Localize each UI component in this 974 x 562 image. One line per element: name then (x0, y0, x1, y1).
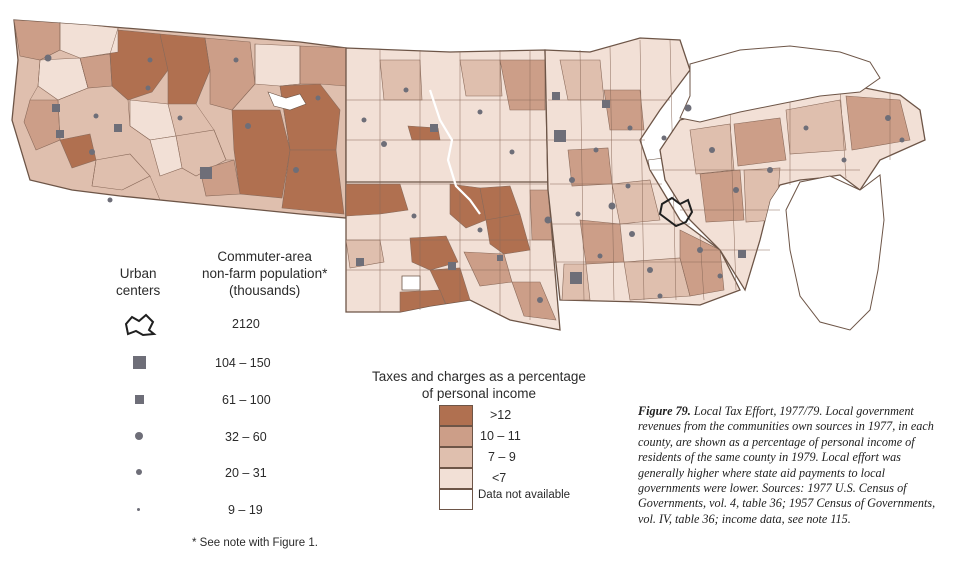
city-dot-marker (629, 231, 635, 237)
city-dot-marker (661, 135, 667, 141)
figure-number: Figure 79. (638, 404, 691, 418)
city-dot-marker (411, 213, 417, 219)
lake-superior (679, 45, 881, 123)
tax-key-7-9 (439, 447, 473, 468)
city-square-marker (497, 255, 503, 261)
legend-population-header: Commuter-area non-farm population* (thou… (202, 249, 328, 298)
city-dot-marker (575, 211, 581, 217)
legend-urban-header: Urban centers (116, 266, 161, 298)
city-dot-marker (627, 125, 633, 131)
city-dot-marker (233, 57, 239, 63)
city-dot-marker (717, 273, 723, 279)
city-square-marker (200, 167, 212, 179)
city-dot-marker (569, 177, 575, 183)
city-dot-marker (361, 117, 367, 123)
city-dot-marker (841, 157, 847, 163)
city-dot-marker (608, 202, 616, 210)
city-dot-marker (544, 216, 552, 224)
city-dot-marker (657, 293, 663, 299)
city-dot-marker (509, 149, 515, 155)
city-dot-marker (147, 57, 153, 63)
region-minnesota (544, 37, 741, 306)
legend-row-label-2120: 2120 (232, 317, 260, 331)
tax-key-label-not-available: Data not available (478, 489, 571, 501)
city-dot-marker (803, 125, 809, 131)
tax-key-label-10-11: 10 – 11 (480, 429, 521, 443)
city-dot-marker (477, 227, 483, 233)
legend-row-label-20-31: 20 – 31 (225, 466, 267, 480)
large-square-icon (133, 356, 146, 369)
legend-row-label-32-60: 32 – 60 (225, 430, 267, 444)
city-dot-marker (477, 109, 483, 115)
small-square-icon (135, 395, 144, 404)
legend-row-label-104-150: 104 – 150 (215, 356, 271, 370)
city-square-marker (430, 124, 438, 132)
city-dot-marker (733, 187, 739, 193)
city-dot-marker (597, 253, 603, 259)
city-dot-marker (315, 95, 321, 101)
city-square-marker (738, 250, 746, 258)
city-dot-marker (697, 247, 703, 253)
tax-key-label-under-7: <7 (492, 471, 507, 485)
city-dot-marker (381, 141, 387, 147)
city-square-marker (554, 130, 566, 142)
city-square-marker (552, 92, 560, 100)
tax-key-over-12 (439, 405, 473, 426)
city-dot-marker (885, 115, 891, 121)
region-upper-michigan-wisconsin (659, 84, 926, 292)
tax-key-under-7 (439, 468, 473, 489)
legend-row-label-61-100: 61 – 100 (222, 393, 271, 407)
city-dot-marker (593, 147, 599, 153)
small-dot-icon (137, 508, 140, 511)
city-square-marker (114, 124, 122, 132)
lake-michigan (785, 174, 885, 331)
city-square-marker (448, 262, 456, 270)
tax-key-10-11 (439, 426, 473, 447)
city-square-marker (602, 100, 610, 108)
tax-key-label-7-9: 7 – 9 (488, 450, 516, 464)
city-dot-marker (293, 167, 299, 173)
city-square-marker (56, 130, 64, 138)
city-dot-marker (93, 113, 99, 119)
city-dot-marker (684, 104, 692, 112)
city-symbols (44, 54, 905, 303)
city-dot-marker (899, 137, 905, 143)
medium-dot-icon (136, 469, 142, 475)
city-dot-marker (625, 183, 631, 189)
city-square-marker (52, 104, 60, 112)
city-dot-marker (89, 149, 95, 155)
tax-legend-title: Taxes and charges as a percentage of per… (372, 369, 586, 401)
city-dot-marker (177, 115, 183, 121)
city-square-marker (356, 258, 364, 266)
city-dot-marker (767, 167, 773, 173)
city-dot-marker (245, 123, 251, 129)
city-dot-marker (709, 147, 715, 153)
caption-text: Local Tax Effort, 1977/79. Local governm… (638, 404, 936, 526)
city-dot-marker (403, 87, 409, 93)
city-dot-marker (44, 54, 52, 62)
tax-key-label-over-12: >12 (490, 408, 512, 422)
region-dakotas (345, 47, 561, 331)
legend-row-label-9-19: 9 – 19 (228, 503, 263, 517)
city-dot-marker (537, 297, 543, 303)
tax-key-not-available (439, 489, 473, 510)
urban-center-outline (658, 196, 694, 228)
city-square-marker (570, 272, 582, 284)
city-dot-marker (647, 267, 653, 273)
figure-caption: Figure 79. Local Tax Effort, 1977/79. Lo… (638, 404, 938, 527)
footnote: * See note with Figure 1. (192, 537, 318, 549)
urban-outline-icon (124, 313, 157, 337)
city-dot-marker (107, 197, 113, 203)
large-dot-icon (135, 432, 143, 440)
city-dot-marker (145, 85, 151, 91)
